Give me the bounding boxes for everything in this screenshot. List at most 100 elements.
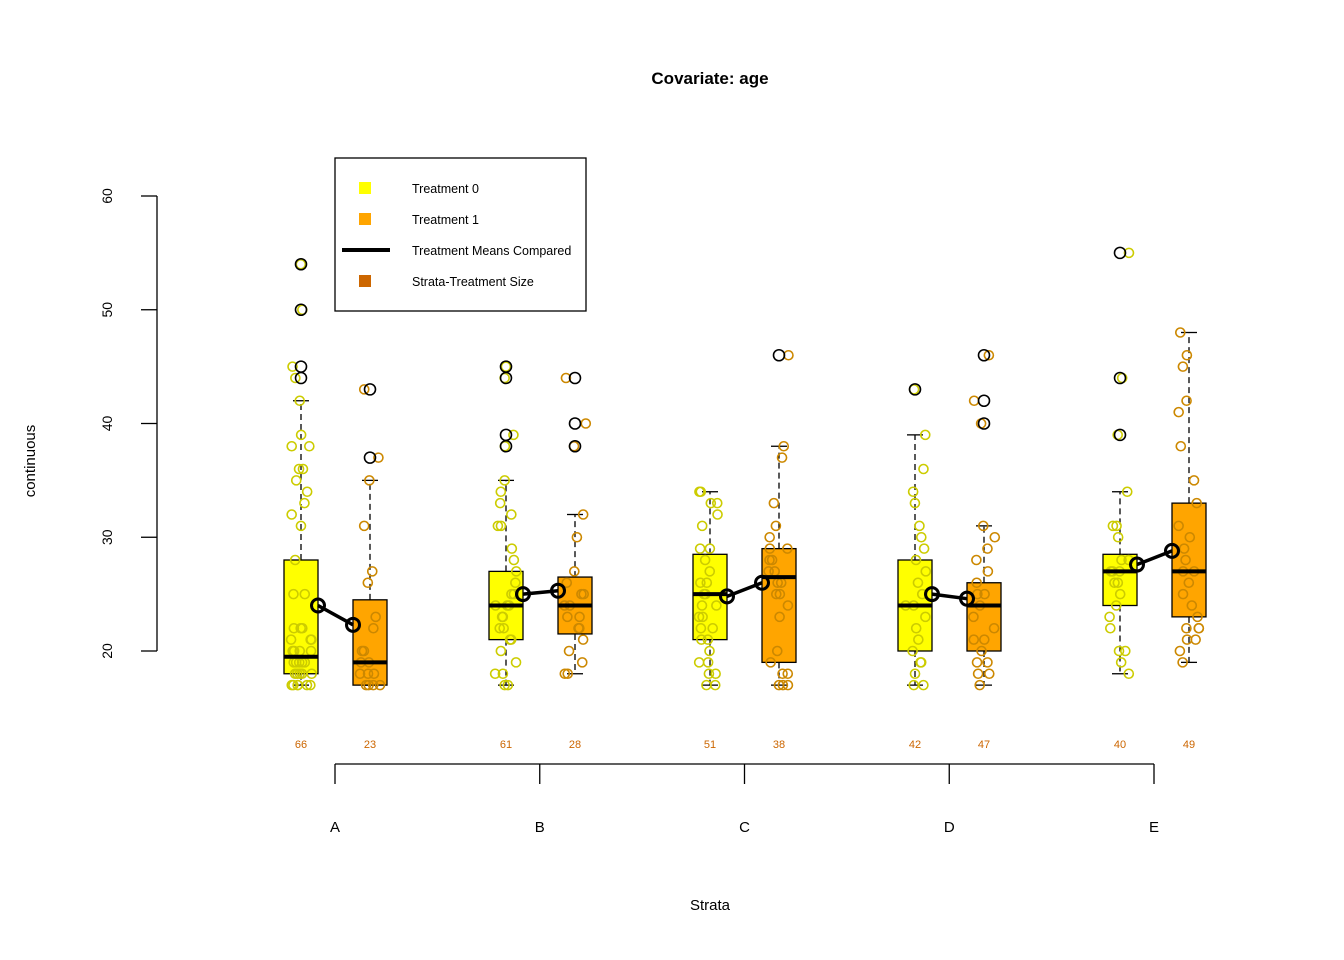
data-point: [913, 634, 924, 645]
mean-marker: [1164, 542, 1180, 559]
size-label: 47: [978, 739, 990, 751]
data-point: [770, 588, 782, 600]
data-point: [561, 577, 573, 589]
data-point: [500, 361, 512, 372]
data-point: [699, 554, 711, 566]
outlier-point: [499, 360, 513, 373]
data-point: [971, 554, 982, 566]
data-point: [508, 554, 520, 566]
data-point: [920, 611, 931, 623]
data-point: [977, 520, 989, 532]
outlier-point: [568, 439, 582, 453]
data-point: [1112, 577, 1124, 589]
data-point: [1192, 611, 1203, 623]
data-point: [696, 520, 708, 532]
data-point: [290, 372, 301, 384]
data-point: [573, 622, 584, 634]
data-point: [707, 622, 719, 634]
data-point: [1181, 395, 1192, 407]
data-point: [907, 645, 918, 657]
data-point: [705, 497, 717, 509]
data-point: [695, 622, 707, 634]
box: [761, 547, 797, 664]
data-point: [697, 611, 708, 623]
data-point: [910, 554, 922, 566]
data-point: [710, 668, 721, 680]
data-point: [711, 497, 723, 509]
mean-marker: [924, 586, 940, 603]
data-point: [299, 588, 311, 600]
data-point: [578, 588, 590, 600]
data-point: [563, 645, 575, 657]
box-e-t1: 49: [1171, 327, 1207, 751]
strata-group-a: 66 23: [283, 257, 388, 751]
x-tick-label-d: D: [944, 819, 955, 836]
outlier-point: [977, 417, 991, 430]
data-point: [1175, 440, 1187, 452]
data-point: [782, 600, 794, 611]
data-point: [1177, 588, 1189, 600]
data-point: [297, 463, 309, 475]
data-point: [704, 566, 716, 577]
size-label: 61: [500, 739, 512, 751]
data-point: [1183, 577, 1195, 589]
data-point: [498, 622, 509, 634]
data-point: [1180, 554, 1191, 566]
y-tick-label: 30: [99, 529, 115, 545]
outlier-point: [1113, 246, 1127, 260]
data-point: [373, 452, 384, 463]
data-point: [1116, 554, 1127, 566]
data-point: [1193, 622, 1205, 634]
data-point: [576, 657, 588, 668]
outlier-point: [1113, 371, 1127, 385]
data-point: [511, 566, 522, 577]
size-label: 51: [704, 739, 716, 751]
data-point: [368, 668, 380, 680]
size-label: 66: [295, 739, 307, 751]
data-point: [777, 679, 789, 691]
legend-swatch-treatment0: [359, 182, 371, 194]
data-point: [782, 668, 794, 680]
data-point: [569, 566, 580, 577]
data-point: [304, 440, 315, 452]
data-point: [288, 588, 299, 600]
data-point: [559, 668, 571, 680]
data-point: [983, 349, 995, 361]
data-point: [1181, 349, 1193, 361]
data-point: [489, 668, 501, 680]
data-point: [696, 600, 708, 611]
data-point: [693, 657, 705, 668]
strata-group-c: 51 38: [692, 348, 797, 751]
data-point: [1109, 577, 1120, 589]
data-point: [286, 440, 298, 452]
x-axis: A B C D E: [330, 763, 1159, 836]
data-point: [982, 657, 993, 668]
data-point: [703, 668, 715, 680]
data-point: [562, 668, 574, 680]
data-point: [988, 622, 1000, 634]
data-point: [295, 622, 307, 634]
data-point: [291, 668, 303, 680]
data-point: [286, 509, 297, 520]
y-tick-label: 60: [99, 188, 115, 204]
data-point: [354, 668, 366, 680]
data-point: [295, 429, 307, 441]
data-point: [702, 634, 714, 645]
mean-marker: [550, 582, 566, 599]
data-point: [693, 611, 705, 623]
data-point: [286, 679, 298, 691]
outlier-point: [977, 394, 991, 408]
box-d-t0: 42: [897, 383, 933, 751]
data-point: [1110, 600, 1122, 611]
data-point: [968, 634, 980, 645]
data-point: [1184, 531, 1196, 543]
data-point: [770, 520, 782, 532]
data-point: [374, 679, 386, 691]
data-point: [776, 452, 788, 463]
data-point: [1174, 645, 1186, 657]
mean-marker: [515, 586, 531, 603]
data-point: [306, 634, 317, 645]
data-point: [712, 509, 723, 520]
data-point: [979, 588, 990, 600]
data-point: [301, 486, 313, 498]
